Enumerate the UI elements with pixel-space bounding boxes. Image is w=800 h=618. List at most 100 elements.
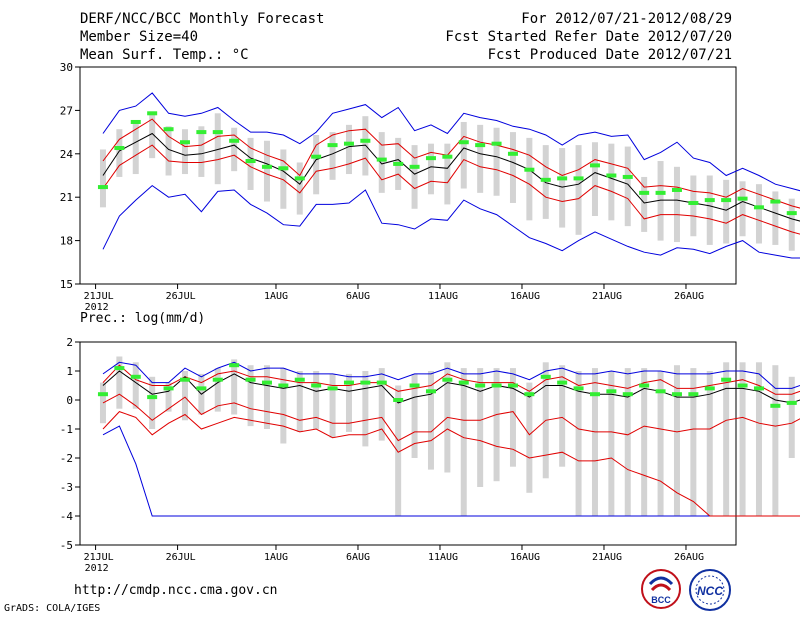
observed-marker xyxy=(343,141,354,146)
ensemble-mean-line xyxy=(102,132,800,222)
ensemble-range-bar xyxy=(149,113,156,159)
observed-marker xyxy=(163,127,174,132)
observed-marker xyxy=(737,383,748,388)
observed-marker xyxy=(770,199,781,204)
observed-marker xyxy=(721,198,732,203)
x-tick-label: 26JUL xyxy=(166,552,196,563)
ensemble-range-bar xyxy=(542,145,549,219)
observed-marker xyxy=(704,198,715,203)
ensemble-range-bar xyxy=(231,359,238,415)
y-tick-label: -1 xyxy=(60,423,73,436)
observed-marker xyxy=(179,377,190,382)
x-tick-label: 21JUL xyxy=(84,291,114,302)
y-tick-label: -4 xyxy=(60,510,74,523)
observed-marker xyxy=(130,374,141,379)
ensemble-range-bar xyxy=(181,129,188,175)
ensemble-range-bar xyxy=(608,143,615,221)
observed-marker xyxy=(458,140,469,145)
x-tick-label: 21AUG xyxy=(592,552,622,563)
observed-marker xyxy=(688,200,699,205)
observed-marker xyxy=(671,187,682,192)
ensemble-range-bar xyxy=(181,371,188,421)
ensemble-range-bar xyxy=(526,382,533,493)
upper-spread-line xyxy=(102,364,800,395)
x-tick-label: 2012 xyxy=(85,302,109,313)
ensemble-range-bar xyxy=(477,124,484,193)
y-tick-label: 18 xyxy=(60,235,73,248)
observed-marker xyxy=(311,383,322,388)
x-tick-label: 26AUG xyxy=(674,552,704,563)
y-tick-label: 27 xyxy=(60,104,73,117)
observed-marker xyxy=(294,176,305,181)
observed-marker xyxy=(327,143,338,148)
ensemble-range-bar xyxy=(231,127,238,172)
ensemble-range-bar xyxy=(411,373,418,458)
observed-marker xyxy=(376,380,387,385)
observed-marker xyxy=(343,380,354,385)
x-tick-label: 6AUG xyxy=(346,552,370,563)
observed-marker xyxy=(278,383,289,388)
observed-marker xyxy=(458,380,469,385)
observed-marker xyxy=(163,386,174,391)
grads-credit: GrADS: COLA/IGES xyxy=(4,603,101,614)
ensemble-range-bar xyxy=(575,371,582,516)
x-tick-label: 21JUL xyxy=(84,552,114,563)
observed-marker xyxy=(491,383,502,388)
forecast-period: For 2012/07/21-2012/08/29 xyxy=(521,11,732,27)
ensemble-range-bar xyxy=(706,371,713,516)
observed-marker xyxy=(524,167,535,172)
observed-marker xyxy=(393,161,404,166)
ensemble-range-bar xyxy=(493,368,500,482)
observed-marker xyxy=(360,138,371,143)
observed-marker xyxy=(704,386,715,391)
ensemble-range-bar xyxy=(509,368,516,467)
observed-marker xyxy=(786,400,797,405)
ensemble-range-bar xyxy=(641,368,648,516)
ensemble-range-bar xyxy=(313,134,320,195)
precip-panel-title: Prec.: log(mm/d) xyxy=(80,311,205,326)
observed-marker xyxy=(212,377,223,382)
x-tick-label: 2012 xyxy=(85,563,109,574)
ensemble-range-bar xyxy=(657,371,664,516)
observed-marker xyxy=(688,392,699,397)
member-size: Member Size=40 xyxy=(80,29,199,45)
observed-marker xyxy=(573,176,584,181)
observed-marker xyxy=(622,174,633,179)
bcc-logo-text: BCC xyxy=(651,595,671,605)
lower-spread-line xyxy=(102,393,800,442)
observed-marker xyxy=(97,392,108,397)
ensemble-range-bar xyxy=(608,371,615,516)
observed-marker xyxy=(261,164,272,169)
ensemble-range-bar xyxy=(165,382,172,412)
observed-marker xyxy=(786,211,797,216)
observed-marker xyxy=(606,173,617,178)
ensemble-range-bar xyxy=(690,368,697,516)
ensemble-range-bar xyxy=(690,175,697,237)
source-url[interactable]: http://cmdp.ncc.cma.gov.cn xyxy=(74,583,278,598)
observed-marker xyxy=(639,190,650,195)
observed-marker xyxy=(147,395,158,400)
ensemble-range-bar xyxy=(641,176,648,232)
observed-marker xyxy=(376,157,387,162)
observed-marker xyxy=(639,383,650,388)
observed-marker xyxy=(147,111,158,116)
ensemble-range-bar xyxy=(296,162,303,215)
upper-spread-line xyxy=(102,118,800,209)
x-tick-label: 16AUG xyxy=(510,291,540,302)
x-tick-label: 16AUG xyxy=(510,552,540,563)
ensemble-range-bar xyxy=(329,132,336,180)
ensemble-range-bar xyxy=(247,137,254,190)
ensemble-mean-line xyxy=(102,370,800,404)
x-tick-label: 6AUG xyxy=(346,291,370,302)
observed-marker xyxy=(393,398,404,402)
y-tick-label: 2 xyxy=(66,336,73,349)
observed-marker xyxy=(507,383,518,388)
ensemble-min-line xyxy=(102,184,800,259)
observed-marker xyxy=(606,389,617,394)
ensemble-range-bar xyxy=(313,371,320,429)
lower-outer-line xyxy=(102,411,800,517)
ensemble-range-bar xyxy=(280,149,287,209)
observed-marker xyxy=(622,392,633,397)
observed-marker xyxy=(229,363,240,368)
ensemble-range-bar xyxy=(739,181,746,237)
